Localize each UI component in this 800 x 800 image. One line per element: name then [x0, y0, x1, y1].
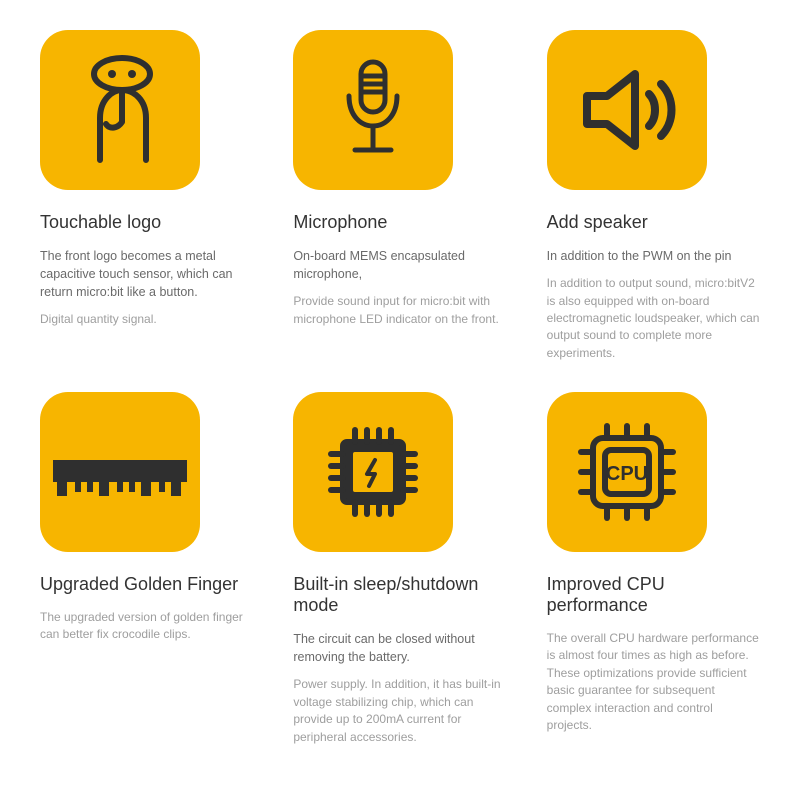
card-note: Digital quantity signal.: [40, 311, 253, 328]
card-touch: Touchable logo The front logo becomes a …: [40, 30, 253, 362]
card-note: Provide sound input for micro:bit with m…: [293, 293, 506, 328]
card-note: Power supply. In addition, it has built-…: [293, 676, 506, 746]
card-title: Improved CPU performance: [547, 574, 760, 616]
card-sleep: Built-in sleep/shutdown mode The circuit…: [293, 392, 506, 746]
feature-grid: Touchable logo The front logo becomes a …: [40, 30, 760, 746]
card-title: Built-in sleep/shutdown mode: [293, 574, 506, 616]
cpu-icon: CPU: [547, 392, 707, 552]
card-title: Upgraded Golden Finger: [40, 574, 253, 595]
card-title: Touchable logo: [40, 212, 253, 233]
card-note: The upgraded version of golden finger ca…: [40, 609, 253, 644]
card-title: Add speaker: [547, 212, 760, 233]
card-lead: In addition to the PWM on the pin: [547, 247, 760, 265]
card-microphone: Microphone On-board MEMS encapsulated mi…: [293, 30, 506, 362]
svg-text:CPU: CPU: [606, 463, 648, 485]
microphone-icon: [293, 30, 453, 190]
card-lead: The circuit can be closed without removi…: [293, 630, 506, 666]
card-goldfinger: Upgraded Golden Finger The upgraded vers…: [40, 392, 253, 746]
connector-icon: [40, 392, 200, 552]
card-speaker: Add speaker In addition to the PWM on th…: [547, 30, 760, 362]
card-lead: On-board MEMS encapsulated microphone,: [293, 247, 506, 283]
card-note: In addition to output sound, micro:bitV2…: [547, 275, 760, 362]
card-cpu: CPU Improved CPU performance The overal: [547, 392, 760, 746]
touch-icon: [40, 30, 200, 190]
card-note: The overall CPU hardware performance is …: [547, 630, 760, 734]
chip-icon: [293, 392, 453, 552]
speaker-icon: [547, 30, 707, 190]
card-title: Microphone: [293, 212, 506, 233]
card-lead: The front logo becomes a metal capacitiv…: [40, 247, 253, 301]
